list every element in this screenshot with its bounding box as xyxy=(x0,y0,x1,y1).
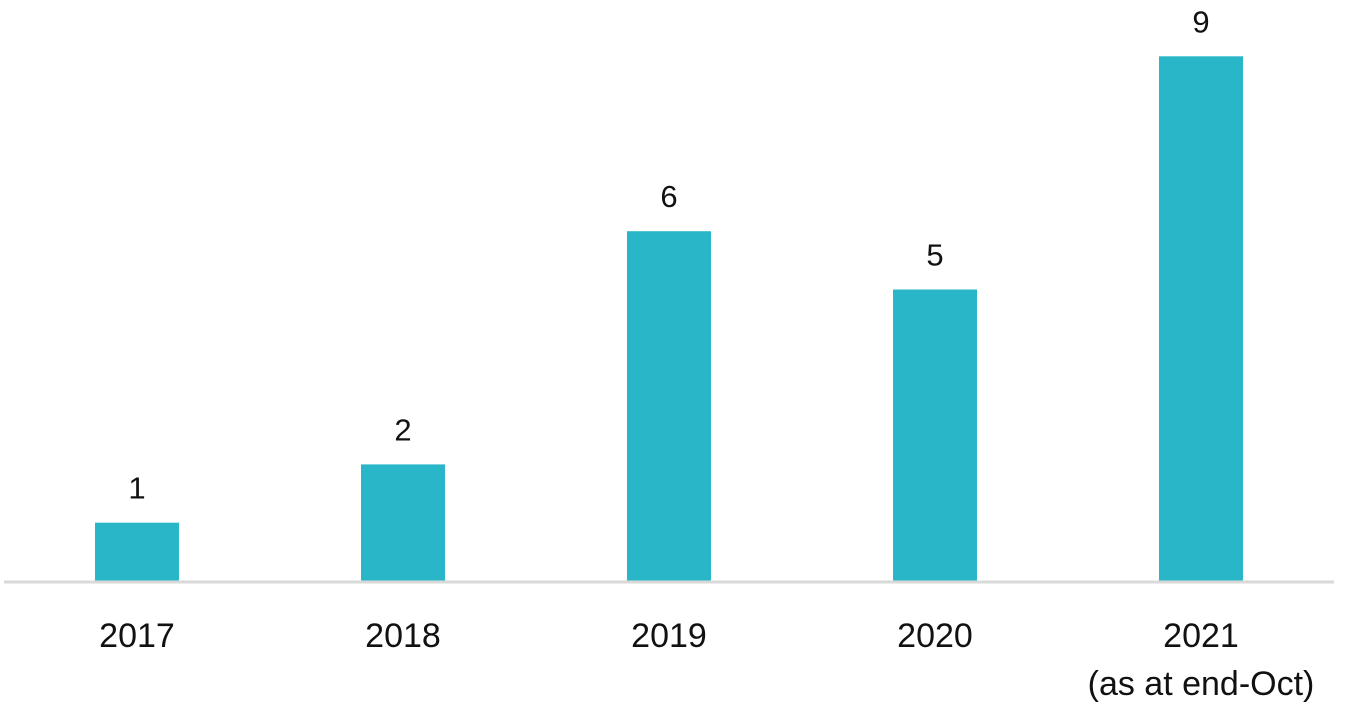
data-label-2017: 1 xyxy=(128,471,145,506)
x-tick-label-2020: 2020 xyxy=(897,617,973,655)
data-label-2019: 6 xyxy=(660,179,677,214)
x-tick-labels-group: 2017 2018 2019 2020 2021 (as at end-Oct) xyxy=(99,617,1314,703)
data-label-2020: 5 xyxy=(926,238,943,273)
bar-2017 xyxy=(95,522,179,581)
bar-2018 xyxy=(361,464,445,581)
data-label-2021: 9 xyxy=(1192,4,1209,39)
x-tick-sublabel-2021: (as at end-Oct) xyxy=(1088,665,1315,703)
bar-2021 xyxy=(1159,56,1243,582)
x-tick-label-2018: 2018 xyxy=(365,617,441,655)
value-labels-group: 1 2 6 5 9 xyxy=(128,4,1209,505)
x-tick-label-2021: 2021 xyxy=(1163,617,1239,655)
bar-2020 xyxy=(893,289,977,581)
bars-group xyxy=(95,56,1243,582)
data-label-2018: 2 xyxy=(394,412,411,447)
x-tick-label-2019: 2019 xyxy=(631,617,707,655)
bar-2019 xyxy=(627,231,711,581)
x-tick-label-2017: 2017 xyxy=(99,617,175,655)
